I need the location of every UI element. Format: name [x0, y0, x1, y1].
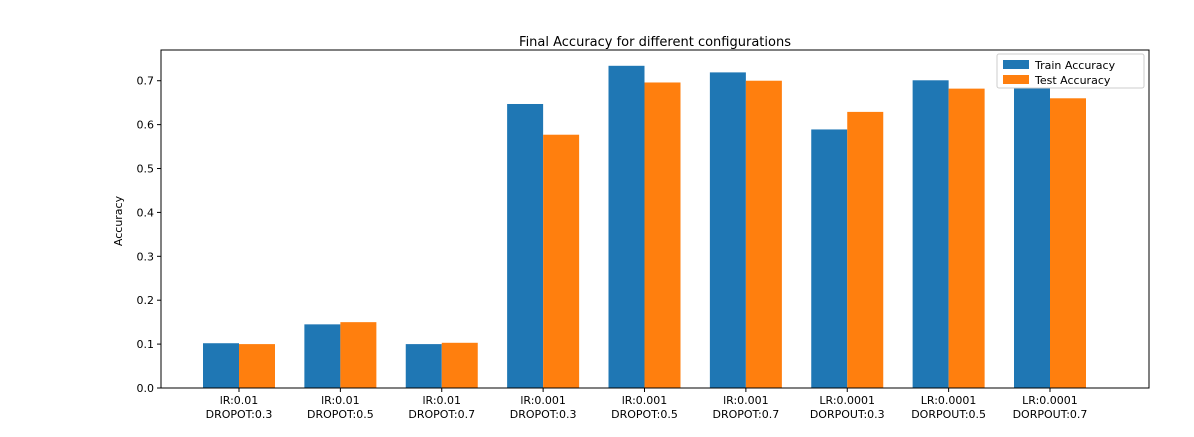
- x-tick-label-line: DORPOUT:0.7: [1013, 408, 1088, 421]
- x-tick-label: lR:0.01 DROPOT:0.7: [408, 394, 475, 421]
- y-tick-label: 0.0: [137, 382, 155, 395]
- x-tick-label-line: lR:0.001: [622, 394, 668, 407]
- y-tick-label: 0.7: [137, 75, 155, 88]
- x-tick-label-line: LR:0.0001: [921, 394, 977, 407]
- x-tick-label-line: DROPOT:0.3: [510, 408, 577, 421]
- legend-swatch: [1003, 75, 1029, 84]
- x-tick-label-line: DROPOT:0.5: [307, 408, 374, 421]
- legend: Train Accuracy Test Accuracy: [996, 53, 1145, 89]
- x-tick-label-line: LR:0.0001: [819, 394, 875, 407]
- x-tick-label-line: DORPOUT:0.3: [810, 408, 885, 421]
- x-tick-label-line: DROPOT:0.3: [206, 408, 273, 421]
- plot-area: 0.00.10.20.30.40.50.60.7lR:0.01 DROPOT:0.…: [137, 49, 1150, 421]
- train-bar-5: [608, 65, 645, 388]
- x-tick-label-line: lR:0.01: [220, 394, 259, 407]
- train-bar-6: [709, 72, 746, 388]
- chart-title: Final Accuracy for different configurati…: [519, 35, 791, 50]
- test-bar-6: [745, 80, 782, 389]
- train-bar-3: [405, 344, 442, 388]
- x-tick-label-line: DROPOT:0.7: [408, 408, 475, 421]
- x-tick-label: LR:0.0001 DORPOUT:0.3: [810, 394, 885, 421]
- test-bar-7: [847, 111, 884, 389]
- train-bar-1: [203, 343, 239, 388]
- train-bar-2: [304, 324, 341, 388]
- test-bar-5: [644, 82, 681, 388]
- x-tick-label-line: lR:0.01: [422, 394, 461, 407]
- x-tick-label-line: lR:0.01: [321, 394, 360, 407]
- test-bar-1: [239, 344, 275, 388]
- x-tick-label: lR:0.001 DROPOT:0.5: [611, 394, 678, 421]
- y-tick-label: 0.2: [137, 294, 155, 307]
- x-tick-label-line: DROPOT:0.5: [611, 408, 678, 421]
- legend-label: Test Accuracy: [1034, 74, 1111, 87]
- y-tick-label: 0.5: [137, 163, 155, 176]
- test-bar-3: [441, 342, 478, 388]
- test-bar-2: [340, 322, 377, 388]
- x-tick-label: lR:0.001 DROPOT:0.3: [510, 394, 577, 421]
- axes-frame: [160, 49, 1150, 389]
- y-tick-label: 0.3: [137, 250, 155, 263]
- x-tick-label-line: DROPOT:0.7: [712, 408, 779, 421]
- legend-box: [996, 53, 1145, 89]
- test-bar-4: [543, 134, 580, 388]
- y-tick-label: 0.4: [137, 206, 155, 219]
- train-bar-7: [811, 129, 848, 388]
- x-tick-label-line: lR:0.001: [520, 394, 566, 407]
- x-tick-label-line: LR:0.0001: [1022, 394, 1078, 407]
- x-tick-label-line: lR:0.001: [723, 394, 769, 407]
- train-bar-9: [1014, 88, 1050, 389]
- y-tick-label: 0.1: [137, 338, 155, 351]
- test-bar-8: [948, 88, 985, 388]
- test-bar-9: [1050, 98, 1086, 389]
- x-tick-label: LR:0.0001 DORPOUT:0.7: [1013, 394, 1088, 421]
- legend-label: Train Accuracy: [1034, 59, 1116, 72]
- x-tick-label: lR:0.001 DROPOT:0.7: [712, 394, 779, 421]
- train-bar-4: [507, 103, 544, 388]
- x-tick-label: LR:0.0001 DORPOUT:0.5: [911, 394, 986, 421]
- y-tick-label: 0.6: [137, 119, 155, 132]
- x-tick-label: lR:0.01 DROPOT:0.3: [206, 394, 273, 421]
- train-bar-8: [912, 80, 949, 388]
- x-tick-label: lR:0.01 DROPOT:0.5: [307, 394, 374, 421]
- y-axis-title: Accuracy: [112, 195, 125, 246]
- x-tick-label-line: DORPOUT:0.5: [911, 408, 986, 421]
- legend-swatch: [1003, 60, 1029, 69]
